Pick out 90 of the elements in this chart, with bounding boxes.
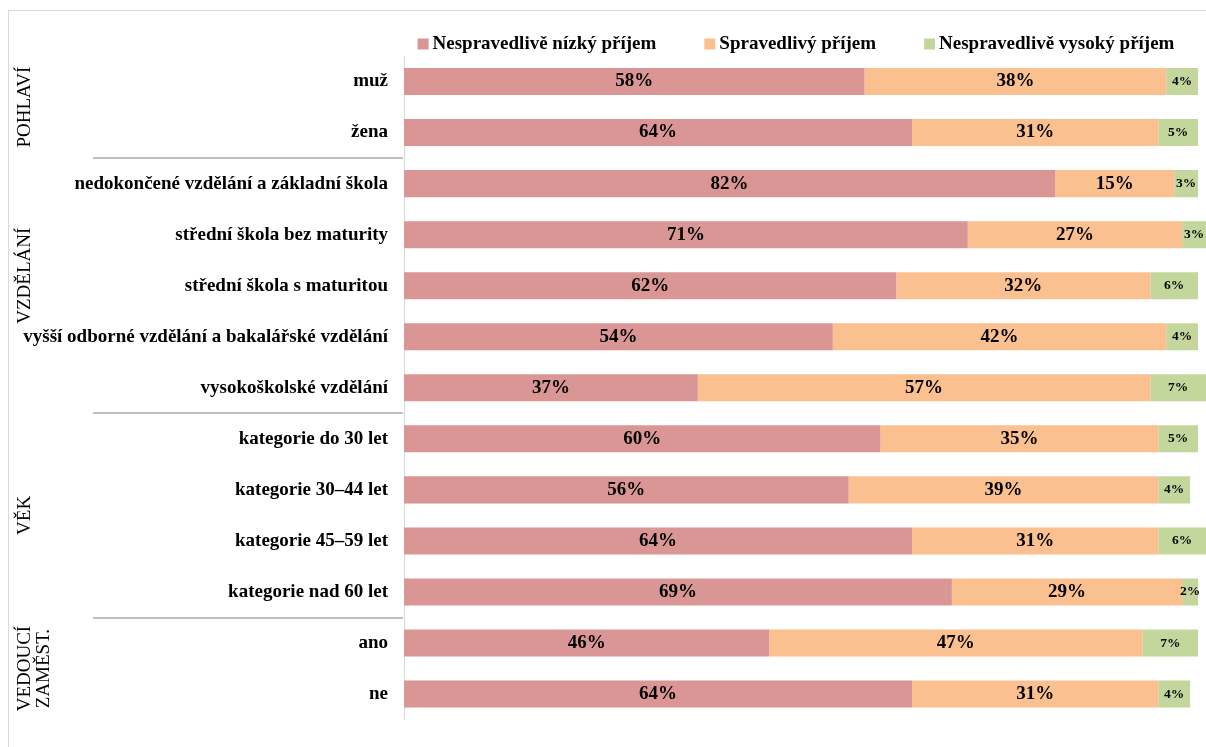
bar <box>404 629 770 657</box>
bar <box>1150 374 1206 402</box>
bar <box>404 170 1056 198</box>
data-label: 4% <box>1164 685 1185 701</box>
data-label: 35% <box>1000 426 1039 448</box>
data-label: 82% <box>710 171 749 193</box>
bar <box>404 527 913 555</box>
y-tick-label: střední škola bez maturity <box>175 222 389 244</box>
bar <box>912 119 1159 147</box>
bar <box>1158 425 1199 453</box>
data-label: 46% <box>567 630 606 652</box>
data-label: 69% <box>658 579 697 601</box>
y-tick-label: vysokoškolské vzdělání <box>200 375 389 397</box>
data-label: 4% <box>1172 328 1193 344</box>
bar <box>404 476 849 504</box>
y-tick-label: kategorie 30–44 let <box>234 477 389 499</box>
data-label: 3% <box>1183 226 1205 242</box>
y-tick-label: muž <box>353 69 389 91</box>
data-label: 31% <box>1016 681 1055 703</box>
data-label: 27% <box>1055 222 1094 244</box>
y-tick-label: kategorie do 30 let <box>238 426 389 448</box>
bar <box>697 374 1151 402</box>
bar <box>1055 170 1175 198</box>
bar <box>896 272 1151 300</box>
bar <box>404 272 897 300</box>
bar <box>1158 527 1206 555</box>
data-label: 64% <box>639 681 678 703</box>
bar <box>404 68 865 96</box>
data-label: 2% <box>1179 583 1201 599</box>
bar <box>880 425 1159 453</box>
data-label: 31% <box>1016 528 1055 550</box>
data-label: 39% <box>984 477 1023 499</box>
y-tick-label: žena <box>351 120 389 142</box>
y-tick-label: kategorie 45–59 let <box>234 528 389 550</box>
data-label: 58% <box>615 69 654 91</box>
y-tick-label: nedokončené vzdělání a základní škola <box>74 171 389 193</box>
y-tick-label: kategorie nad 60 let <box>228 579 389 601</box>
bar <box>404 680 913 708</box>
data-label: 6% <box>1164 277 1185 293</box>
data-label: 56% <box>607 477 646 499</box>
bar <box>832 323 1167 351</box>
data-label: 71% <box>666 222 705 244</box>
text: VĚK <box>12 495 34 535</box>
data-label: 3% <box>1176 175 1197 191</box>
bar <box>404 374 698 402</box>
bar <box>864 68 1167 96</box>
data-label: 7% <box>1160 634 1181 650</box>
bar <box>404 323 833 351</box>
bar <box>404 578 952 606</box>
y-tick-label: vyšší odborné vzdělání a bakalářské vzdělání <box>23 324 389 346</box>
text: POHLAVÍ <box>12 66 34 148</box>
bar <box>1142 629 1199 657</box>
data-label: 4% <box>1172 73 1193 89</box>
data-label: 62% <box>631 273 670 295</box>
data-label: 15% <box>1095 171 1134 193</box>
bar <box>912 680 1159 708</box>
data-label: 31% <box>1016 120 1055 142</box>
bar <box>404 119 913 147</box>
data-label: 4% <box>1164 481 1185 497</box>
data-label: 5% <box>1168 124 1189 140</box>
bar <box>404 425 881 453</box>
data-label: 64% <box>639 528 678 550</box>
data-label: 47% <box>936 630 975 652</box>
bar <box>404 221 968 249</box>
data-label: 60% <box>623 426 662 448</box>
bar <box>967 221 1183 249</box>
bar <box>848 476 1159 504</box>
text: VEDOUCÍ ZAMĚST. <box>12 625 53 712</box>
text: VZDĚLÁNÍ <box>12 227 34 324</box>
legend-label: Nespravedlivě vysoký příjem <box>939 31 1175 53</box>
y-tick-label: ne <box>369 681 388 703</box>
data-label: 6% <box>1172 532 1193 548</box>
data-label: 7% <box>1168 379 1189 395</box>
data-label: 37% <box>531 375 570 397</box>
data-label: 29% <box>1048 579 1087 601</box>
data-label: 32% <box>1004 273 1043 295</box>
data-label: 42% <box>980 324 1019 346</box>
data-label: 57% <box>905 375 944 397</box>
bar <box>769 629 1143 657</box>
bar <box>912 527 1159 555</box>
bar <box>1158 119 1199 147</box>
data-label: 54% <box>599 324 638 346</box>
data-label: 5% <box>1168 430 1189 446</box>
legend-label: Spravedlivý příjem <box>719 31 877 53</box>
y-tick-label: ano <box>358 630 388 652</box>
data-label: 38% <box>996 69 1035 91</box>
data-label: 64% <box>639 120 678 142</box>
legend-label: Nespravedlivě nízký příjem <box>432 31 657 53</box>
bar <box>1150 272 1199 300</box>
y-tick-label: střední škola s maturitou <box>184 273 389 295</box>
